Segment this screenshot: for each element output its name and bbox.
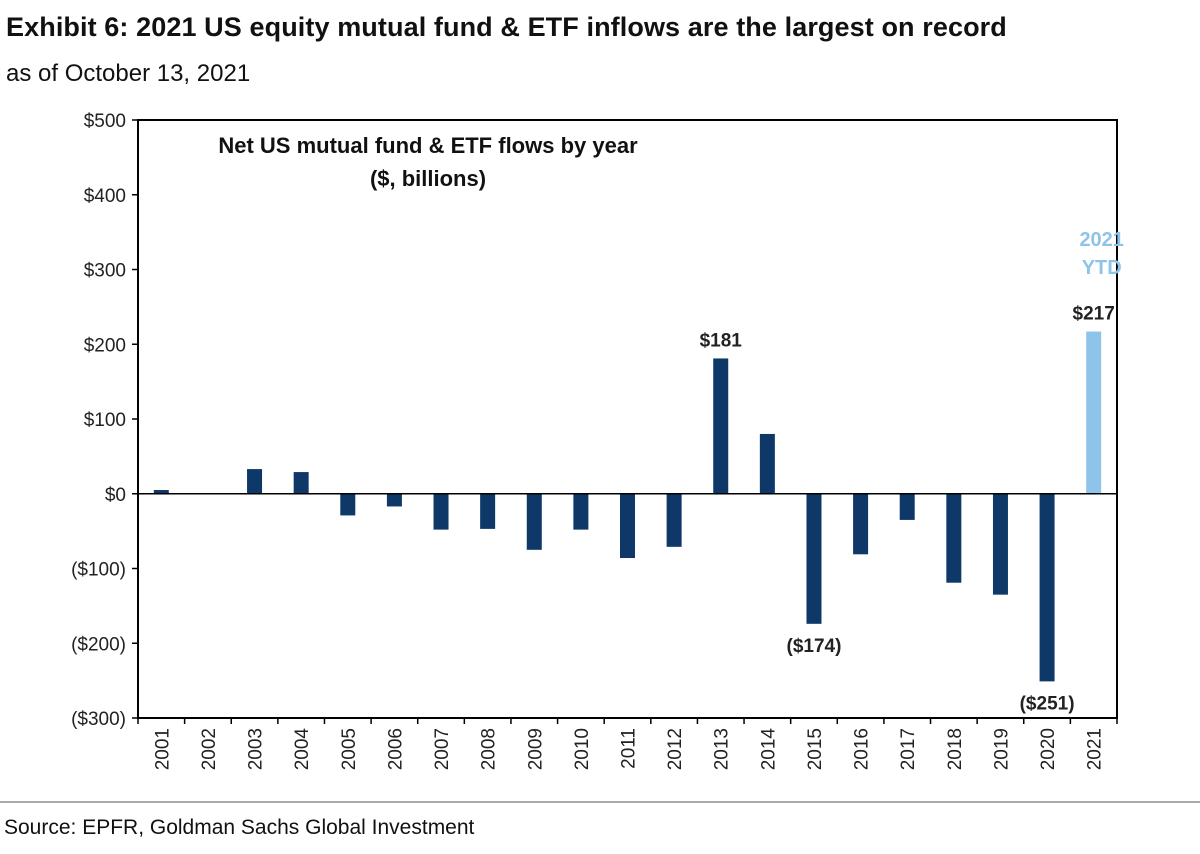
annotation-2021-line-0: 2021 <box>1079 229 1124 251</box>
x-tick-label-2001: 2001 <box>152 728 173 770</box>
bar-2015 <box>806 493 822 624</box>
x-tick-label-2003: 2003 <box>246 728 267 770</box>
x-tick-label-2008: 2008 <box>479 728 500 770</box>
bar-2017 <box>899 493 915 520</box>
x-tick-label-2009: 2009 <box>525 728 546 770</box>
x-tick-label-2005: 2005 <box>339 728 360 770</box>
bar-2001 <box>153 490 169 494</box>
x-tick-label-2012: 2012 <box>665 728 686 770</box>
y-tick-label: $300 <box>84 261 126 282</box>
x-tick-label-2017: 2017 <box>898 728 919 770</box>
bar-2008 <box>480 493 496 529</box>
chart-subtitle: ($, billions) <box>370 166 486 191</box>
bar-2021 <box>1086 331 1102 494</box>
x-tick-label-2018: 2018 <box>945 728 966 770</box>
bar-2009 <box>526 493 542 550</box>
bar-2013 <box>713 358 729 494</box>
x-tick-label-2014: 2014 <box>758 728 779 771</box>
x-tick-label-2004: 2004 <box>292 728 313 771</box>
bar-2004 <box>293 472 309 494</box>
bar-2003 <box>247 469 263 494</box>
bar-2016 <box>853 493 869 555</box>
bar-2011 <box>620 493 635 559</box>
source-note: Source: EPFR, Goldman Sachs Global Inves… <box>4 816 475 839</box>
bar-2012 <box>666 493 682 547</box>
x-tick-label-2010: 2010 <box>572 728 593 770</box>
x-tick-label-2011: 2011 <box>619 728 640 769</box>
x-tick-label-2020: 2020 <box>1038 728 1059 770</box>
x-tick-label-2016: 2016 <box>852 728 873 770</box>
y-tick-label: $0 <box>105 485 126 506</box>
bar-2006 <box>386 493 402 507</box>
x-tick-label-2015: 2015 <box>805 728 826 770</box>
data-label-2015: ($174) <box>787 636 842 657</box>
y-tick-label: ($100) <box>71 560 126 581</box>
y-tick-label: $200 <box>84 335 126 356</box>
bar-2010 <box>573 493 589 530</box>
x-tick-label-2006: 2006 <box>385 728 406 770</box>
footer-divider <box>0 801 1200 803</box>
bar-2018 <box>946 493 962 583</box>
annotation-2021-line-1: YTD <box>1082 257 1122 279</box>
bar-2020 <box>1039 493 1055 682</box>
y-tick-label: ($200) <box>71 634 126 655</box>
x-axis: 2001 2002 2003 2004 2005 2006 2007 2008 2009 2010… <box>137 718 1118 771</box>
x-tick-label-2002: 2002 <box>199 728 220 770</box>
x-tick-label-2021: 2021 <box>1085 728 1106 770</box>
y-tick-label: ($300) <box>71 709 126 730</box>
data-labels: $181 ($174) ($251) $217 2021 YTD <box>700 229 1124 714</box>
data-label-2021: $217 <box>1073 304 1115 325</box>
chart-title: Net US mutual fund & ETF flows by year <box>218 133 638 158</box>
bar-2005 <box>340 493 356 516</box>
x-tick-label-2007: 2007 <box>432 728 453 770</box>
y-tick-label: $100 <box>84 410 126 431</box>
y-tick-label: $500 <box>84 111 126 132</box>
x-tick-label-2013: 2013 <box>712 728 733 770</box>
plot-frame <box>137 119 1118 719</box>
exhibit-title: Exhibit 6: 2021 US equity mutual fund & … <box>6 12 1007 42</box>
data-label-2013: $181 <box>700 330 743 351</box>
bar-2014 <box>759 433 775 494</box>
bars <box>153 331 1102 682</box>
x-tick-label-2019: 2019 <box>991 728 1012 770</box>
y-tick-label: $400 <box>84 186 126 207</box>
flows-bar-chart: $500 $400 $300 $200 $100 $0 ($100) ($200) ($300)… <box>71 111 1124 771</box>
data-label-2020: ($251) <box>1020 693 1075 714</box>
bar-2019 <box>992 493 1008 595</box>
y-axis: $500 $400 $300 $200 $100 $0 ($100) ($200) ($300) <box>71 111 138 730</box>
exhibit-subtitle: as of October 13, 2021 <box>6 60 251 87</box>
bar-2007 <box>433 493 449 530</box>
